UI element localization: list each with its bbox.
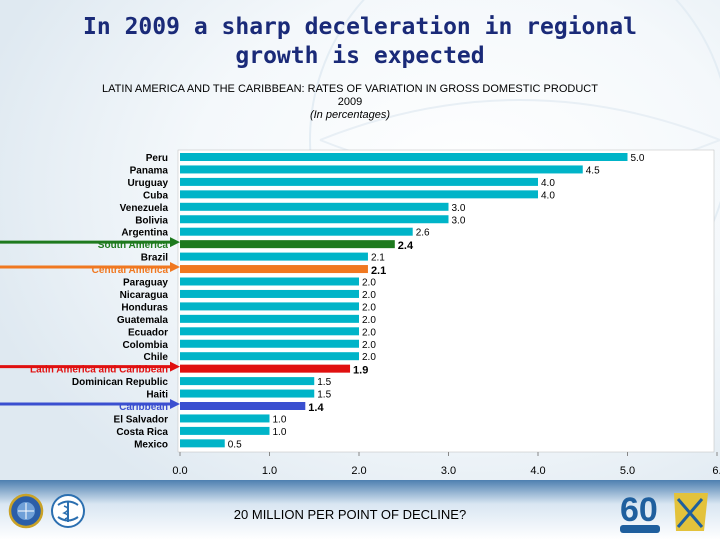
bar-paraguay [180,277,359,286]
category-label-venezuela: Venezuela [120,203,169,214]
category-label-argentina: Argentina [121,228,168,239]
category-label-nicaragua: Nicaragua [120,290,169,301]
category-label-peru: Peru [146,153,168,164]
value-label-mexico: 0.5 [228,439,242,450]
gdp-bar-chart: 5.0 Peru 4.5 Panama 4.0 Uruguay 4.0 Cuba 3.0 Vene… [0,149,720,477]
bar-cuba [180,190,538,199]
value-label-guatemala: 2.0 [362,315,376,326]
anniversary-60-logo-icon: 60 [620,491,708,533]
value-label-uruguay: 4.0 [541,178,555,189]
category-label-uruguay: Uruguay [127,178,168,189]
category-label-chile: Chile [144,352,169,363]
category-label-el-salvador: El Salvador [114,414,169,425]
bar-honduras [180,302,359,311]
x-tick-label: 1.0 [262,465,277,477]
highlight-arrowhead-central-america [170,262,180,273]
category-label-dominican-republic: Dominican Republic [72,377,169,388]
bar-south-america [180,240,395,249]
bar-el-salvador [180,414,270,423]
category-label-bolivia: Bolivia [135,215,168,226]
bar-mexico [180,439,225,448]
category-label-brazil: Brazil [141,253,168,264]
x-tick-label: 0.0 [172,465,187,477]
bar-haiti [180,389,315,398]
category-label-guatemala: Guatemala [117,315,169,326]
category-label-caribbean: Caribbean [119,402,168,413]
bar-uruguay [180,177,538,186]
value-label-costa-rica: 1.0 [273,427,287,438]
x-tick-label: 2.0 [351,465,366,477]
value-label-caribbean: 1.4 [308,402,324,414]
chart-subtitle-main: LATIN AMERICA AND THE CARIBBEAN: RATES O… [102,83,598,95]
slide-title: In 2009 a sharp deceleration in regional… [83,14,637,69]
value-label-chile: 2.0 [362,352,376,363]
value-label-paraguay: 2.0 [362,278,376,289]
value-label-south-america: 2.4 [398,240,414,252]
value-label-central-america: 2.1 [371,265,386,277]
chart-subtitle: LATIN AMERICA AND THE CARIBBEAN: RATES O… [40,83,660,122]
value-label-nicaragua: 2.0 [362,290,376,301]
category-label-cuba: Cuba [143,190,168,201]
paho-emblem-icon [8,493,44,529]
anniversary-60-text: 60 [620,491,658,529]
highlight-arrowhead-latin-america-and-caribbean [170,361,180,372]
highlight-arrowhead-caribbean [170,399,180,409]
value-label-bolivia: 3.0 [452,215,466,226]
bar-guatemala [180,314,359,323]
chart-subtitle-units: (In percentages) [309,109,391,121]
bar-venezuela [180,202,449,211]
bar-peru [180,153,628,161]
footer-caption: 20 MILLION PER POINT OF DECLINE? [233,507,467,522]
bar-argentina [180,227,413,236]
highlight-arrowhead-south-america [170,237,180,248]
x-tick-label: 6. [712,465,720,477]
bar-latin-america-and-caribbean [180,364,351,373]
x-tick-label: 3.0 [441,465,456,477]
x-tick-label: 4.0 [530,465,545,477]
value-label-ecuador: 2.0 [362,327,376,338]
bar-brazil [180,252,368,261]
who-emblem-icon [51,494,85,528]
value-label-panama: 4.5 [586,165,600,176]
value-label-brazil: 2.1 [371,253,385,264]
category-label-latin-america-and-caribbean: Latin America and Caribbean [30,365,168,376]
plot-area [177,149,715,453]
value-label-colombia: 2.0 [362,340,376,351]
bar-colombia [180,339,359,348]
category-label-panama: Panama [130,165,169,176]
value-label-haiti: 1.5 [317,390,331,401]
category-label-central-america: Central America [92,265,169,276]
category-label-ecuador: Ecuador [128,327,168,338]
value-label-latin-america-and-caribbean: 1.9 [353,365,368,377]
x-tick-label: 5.0 [620,465,635,477]
value-label-honduras: 2.0 [362,302,376,313]
category-label-south-america: South America [98,240,169,251]
category-label-mexico: Mexico [134,439,168,450]
bar-central-america [180,265,368,274]
value-label-argentina: 2.6 [416,228,430,239]
bar-dominican-republic [180,377,315,386]
category-label-paraguay: Paraguay [123,278,168,289]
bar-ecuador [180,327,359,336]
value-label-el-salvador: 1.0 [273,414,287,425]
category-label-honduras: Honduras [121,302,168,313]
bar-caribbean [180,402,306,410]
bar-nicaragua [180,289,359,298]
category-label-costa-rica: Costa Rica [116,427,168,438]
bar-bolivia [180,215,449,224]
category-label-colombia: Colombia [122,340,168,351]
bar-panama [180,165,583,174]
bar-costa-rica [180,426,270,435]
value-label-venezuela: 3.0 [452,203,466,214]
bar-chile [180,352,359,361]
value-label-cuba: 4.0 [541,190,555,201]
chart-subtitle-year: 2009 [337,96,363,108]
value-label-dominican-republic: 1.5 [317,377,331,388]
value-label-peru: 5.0 [631,153,645,164]
category-label-haiti: Haiti [146,390,168,401]
